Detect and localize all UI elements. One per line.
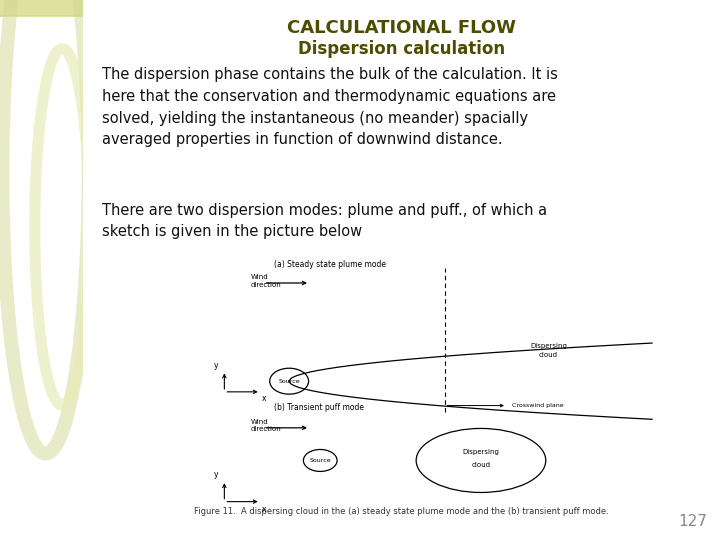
Text: x: x	[262, 505, 266, 514]
Text: y: y	[214, 361, 218, 369]
Text: x: x	[262, 394, 266, 403]
Text: y: y	[214, 470, 218, 480]
Text: 127: 127	[678, 514, 707, 529]
Text: There are two dispersion modes: plume and puff., of which a
sketch is given in t: There are two dispersion modes: plume an…	[102, 202, 547, 239]
Text: Dispersing: Dispersing	[462, 449, 500, 455]
Text: cloud: cloud	[472, 462, 490, 468]
Text: Source: Source	[279, 379, 300, 384]
Text: direction: direction	[251, 427, 281, 433]
Text: direction: direction	[251, 282, 281, 288]
Text: (b) Transient puff mode: (b) Transient puff mode	[274, 403, 364, 412]
Text: The dispersion phase contains the bulk of the calculation. It is
here that the c: The dispersion phase contains the bulk o…	[102, 68, 558, 147]
Text: Wind: Wind	[251, 419, 268, 425]
Text: CALCULATIONAL FLOW: CALCULATIONAL FLOW	[287, 19, 516, 37]
Text: Crosswind plane: Crosswind plane	[512, 403, 564, 408]
Text: cloud: cloud	[539, 352, 558, 358]
Text: Dispersion calculation: Dispersion calculation	[298, 40, 505, 58]
Text: (a) Steady state plume mode: (a) Steady state plume mode	[274, 260, 386, 269]
Text: Dispersing: Dispersing	[530, 343, 567, 349]
Text: Source: Source	[310, 458, 331, 463]
Text: Wind: Wind	[251, 274, 268, 280]
Polygon shape	[0, 0, 87, 16]
Text: Figure 11.  A dispersing cloud in the (a) steady state plume mode and the (b) tr: Figure 11. A dispersing cloud in the (a)…	[194, 507, 609, 516]
